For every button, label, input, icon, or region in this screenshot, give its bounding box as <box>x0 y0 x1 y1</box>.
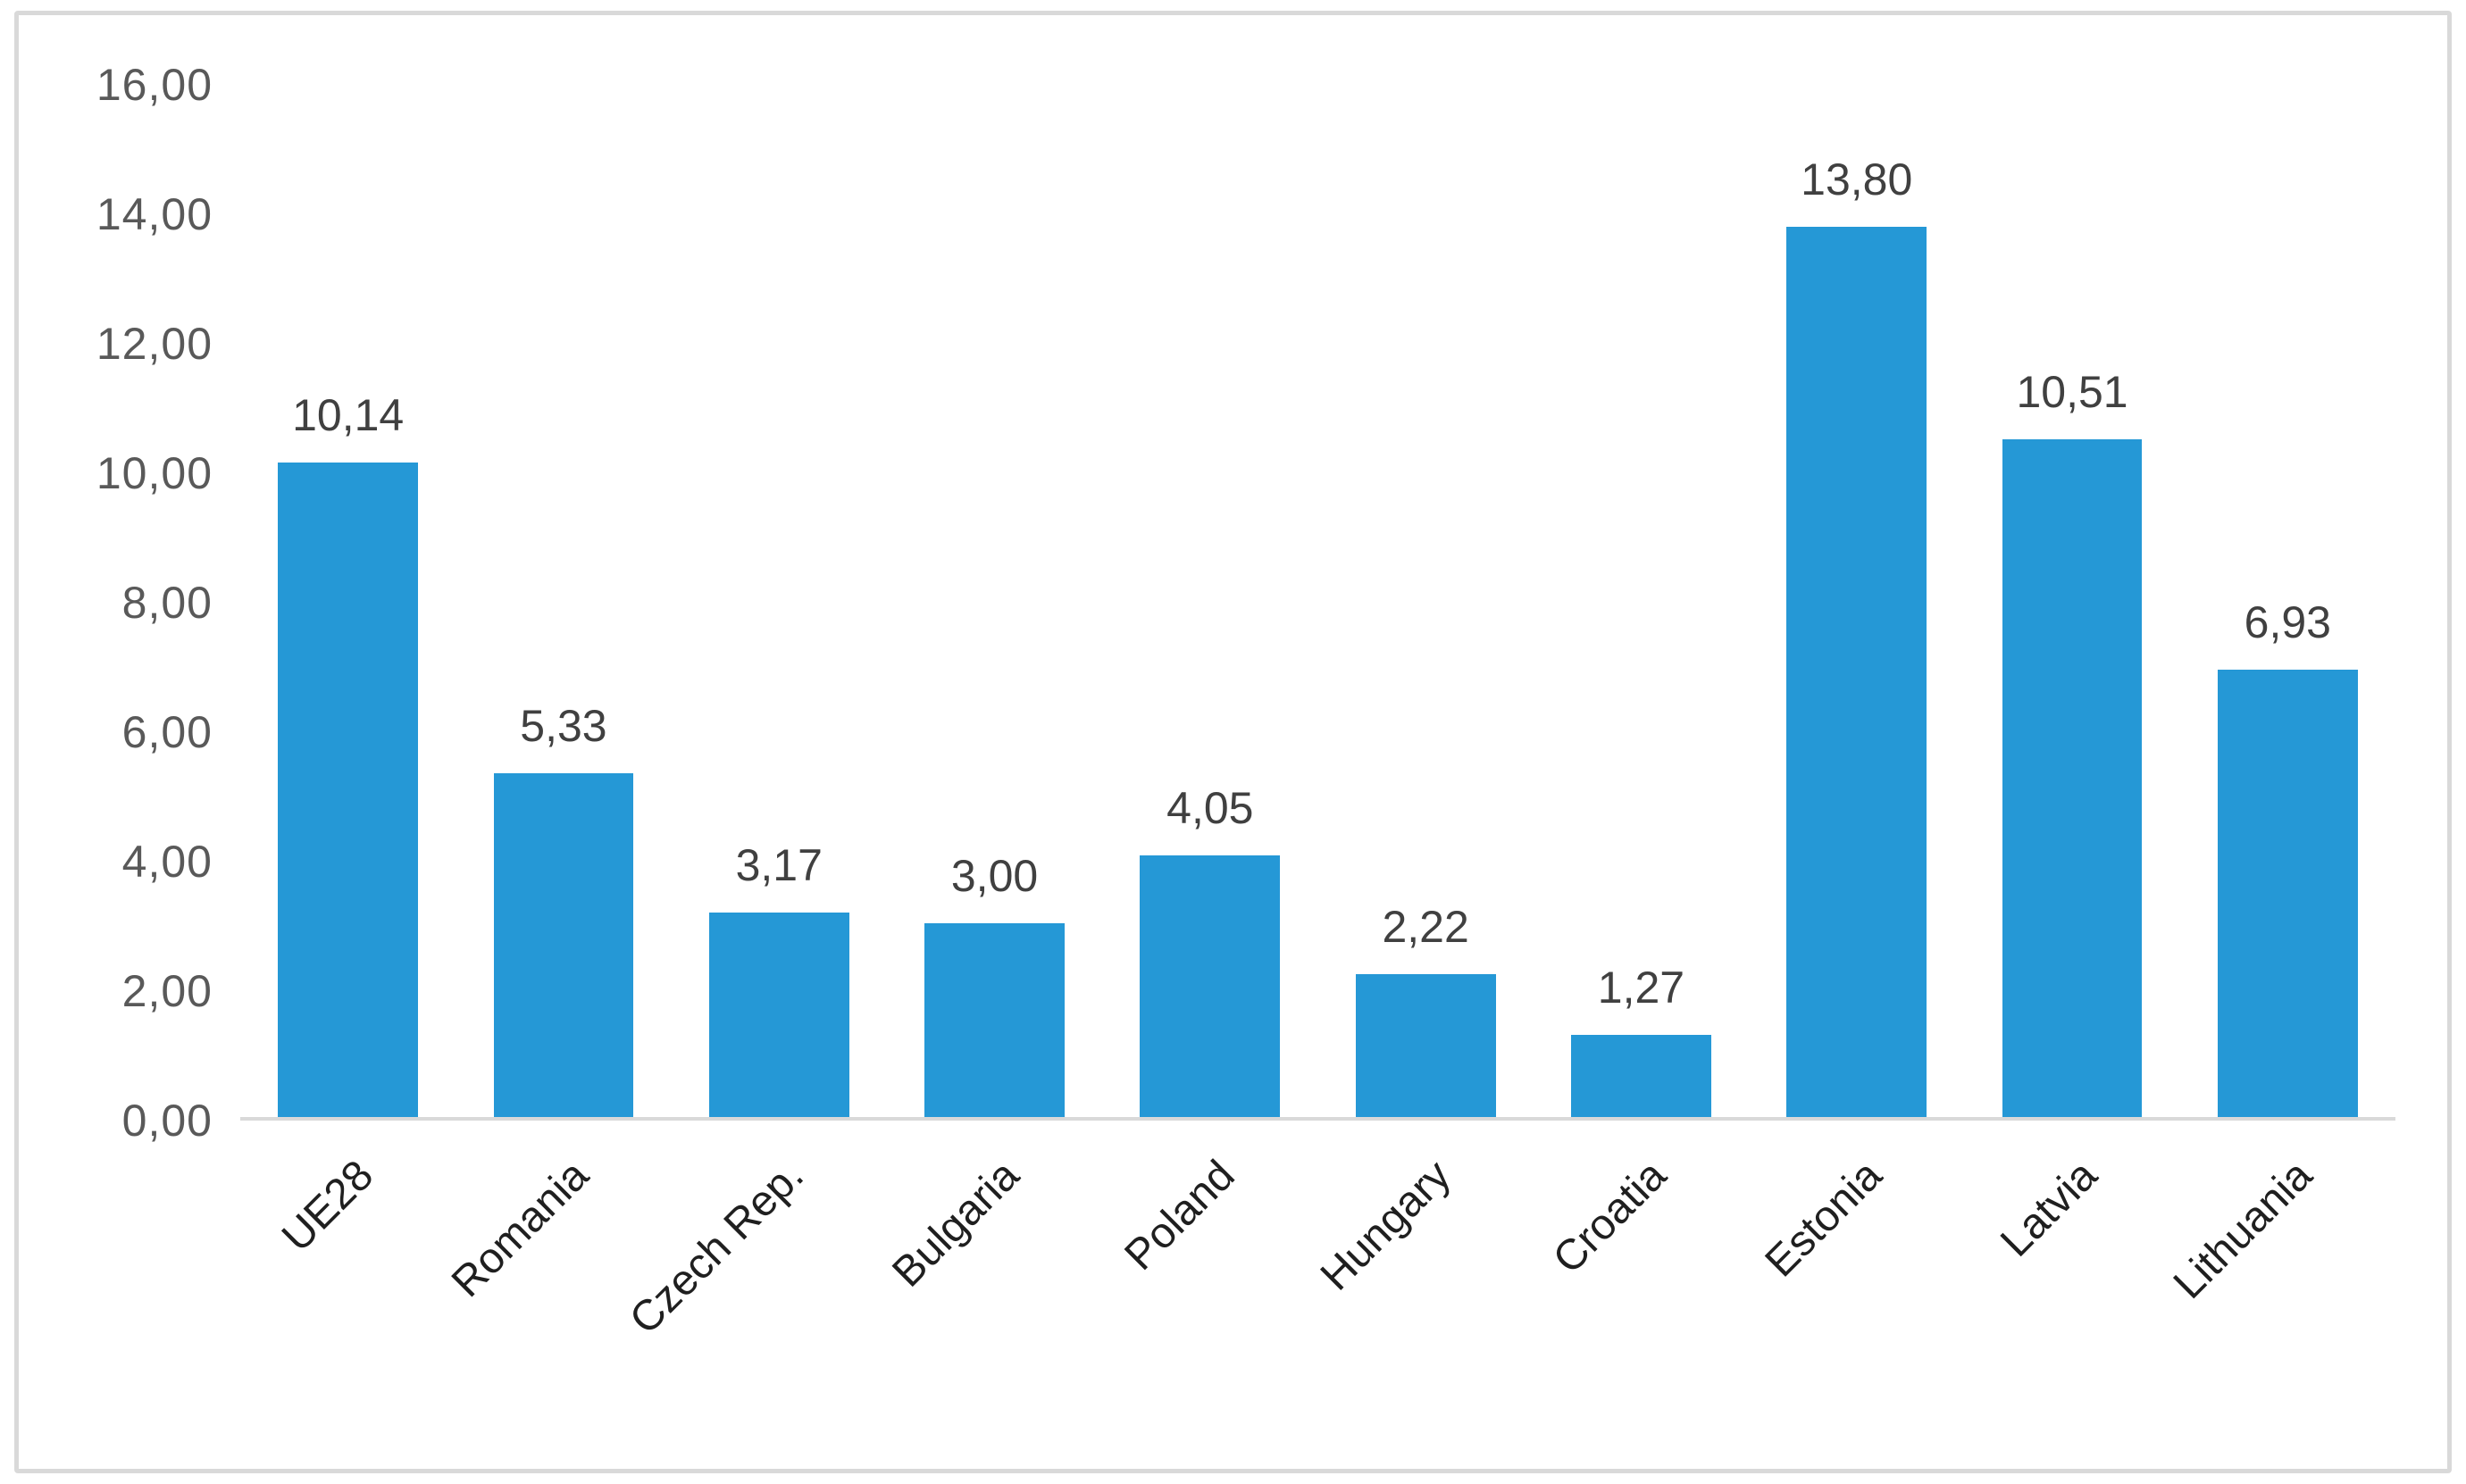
bar-slot: 4,05 <box>1102 85 1317 1117</box>
bar <box>2002 438 2143 1117</box>
bar-value-label: 4,05 <box>1166 783 1254 834</box>
bar-slot: 10,14 <box>240 85 456 1117</box>
bar-value-label: 5,33 <box>520 700 607 751</box>
bar <box>2217 670 2358 1117</box>
y-axis: 0,00 2,00 4,00 6,00 8,00 10,00 12,00 14,00 16,00 <box>19 60 229 1146</box>
y-tick-label: 16,00 <box>96 60 213 110</box>
bar-value-label: 13,80 <box>1801 154 1913 204</box>
x-axis: UE28 Romania Czech Rep. Bulgaria Poland Hunga… <box>240 1124 2395 1469</box>
bar-value-label: 1,27 <box>1597 963 1685 1013</box>
x-label-slot: Poland <box>1102 1124 1317 1469</box>
y-tick-label: 12,00 <box>96 319 213 369</box>
y-tick-label: 10,00 <box>96 448 213 498</box>
x-axis-label: Lithuania <box>2165 1151 2322 1308</box>
plot-area: 10,14 5,33 3,17 3,00 4,05 2,22 1,27 13,80 10,51 6… <box>240 85 2395 1121</box>
bar-slot: 1,27 <box>1534 85 1749 1117</box>
x-axis-label: Latvia <box>1992 1151 2107 1266</box>
x-label-slot: Czech Rep. <box>622 1124 887 1469</box>
bar-value-label: 2,22 <box>1382 901 1469 952</box>
bar <box>1571 1035 1711 1117</box>
x-label-slot: Estonia <box>1749 1124 1964 1469</box>
bar-slot: 3,17 <box>672 85 887 1117</box>
bar <box>493 772 634 1117</box>
x-axis-label: Estonia <box>1756 1151 1891 1287</box>
x-axis-label: Bulgaria <box>883 1151 1029 1296</box>
bar-slot: 2,22 <box>1317 85 1533 1117</box>
y-tick-label: 8,00 <box>121 578 213 628</box>
bar-value-label: 6,93 <box>2244 597 2331 648</box>
bar <box>924 923 1065 1117</box>
x-label-slot: Lithuania <box>2165 1124 2395 1469</box>
bar-slot: 13,80 <box>1749 85 1964 1117</box>
y-tick-label: 4,00 <box>121 837 213 887</box>
x-axis-label: Hungary <box>1311 1151 1460 1300</box>
bar <box>1355 973 1496 1117</box>
x-label-slot: Hungary <box>1312 1124 1533 1469</box>
y-tick-label: 14,00 <box>96 189 213 239</box>
bar-value-label: 10,14 <box>292 390 405 441</box>
x-label-slot: Croatia <box>1534 1124 1749 1469</box>
x-label-slot: Bulgaria <box>884 1124 1102 1469</box>
bar-slot: 6,93 <box>2180 85 2395 1117</box>
bar <box>1786 226 1927 1117</box>
chart-figure: 0,00 2,00 4,00 6,00 8,00 10,00 12,00 14,00 16,00… <box>14 11 2452 1473</box>
x-label-slot: Latvia <box>1964 1124 2179 1469</box>
bar-value-label: 10,51 <box>2016 366 2128 417</box>
bar-value-label: 3,17 <box>735 839 823 890</box>
bar-slot: 3,00 <box>887 85 1102 1117</box>
y-tick-label: 2,00 <box>121 966 213 1016</box>
x-axis-label: Romania <box>442 1151 598 1307</box>
y-tick-label: 0,00 <box>121 1096 213 1146</box>
x-axis-label: Poland <box>1116 1151 1245 1280</box>
bar <box>708 912 849 1117</box>
bar <box>1140 855 1281 1117</box>
bar-value-label: 3,00 <box>950 851 1039 902</box>
x-axis-label: Croatia <box>1543 1151 1676 1283</box>
x-label-slot: UE28 <box>240 1124 456 1469</box>
bar-slot: 5,33 <box>456 85 671 1117</box>
y-tick-label: 6,00 <box>121 707 213 757</box>
bar-slot: 10,51 <box>1964 85 2179 1117</box>
bar <box>278 463 419 1117</box>
x-axis-label: UE28 <box>272 1151 382 1262</box>
